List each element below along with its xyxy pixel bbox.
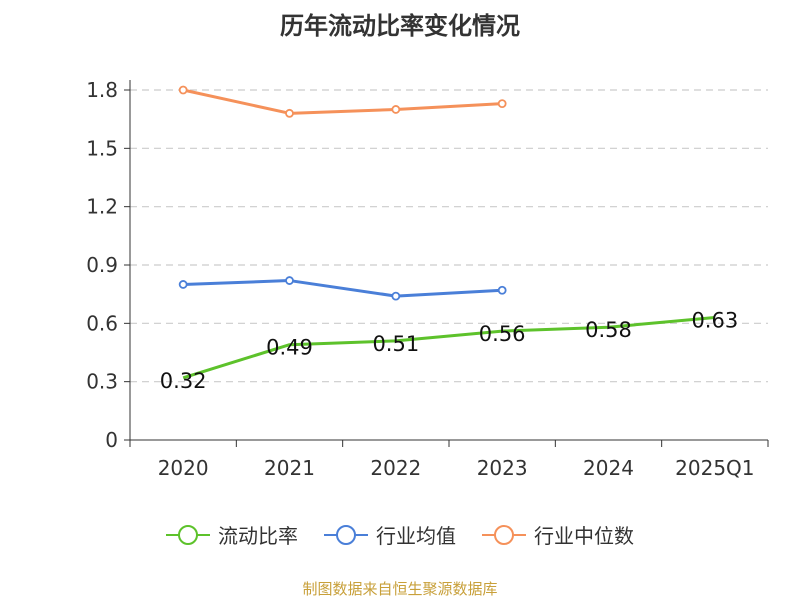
- legend-marker-industry-mean: [324, 524, 368, 545]
- legend-item-industry-median[interactable]: 行业中位数: [482, 520, 634, 549]
- legend-item-industry-mean[interactable]: 行业均值: [324, 520, 456, 549]
- legend-label-industry-median: 行业中位数: [534, 524, 634, 548]
- y-tick-label: 1.2: [86, 195, 118, 219]
- data-label: 0.49: [266, 336, 313, 360]
- legend-label-industry-mean: 行业均值: [376, 524, 456, 548]
- x-tick-label: 2024: [583, 456, 634, 480]
- y-tick-label: 0: [105, 428, 118, 452]
- x-tick-label: 2022: [370, 456, 421, 480]
- data-point: [178, 85, 188, 95]
- y-tick-label: 0.3: [86, 370, 118, 394]
- data-point: [391, 291, 401, 301]
- data-point: [178, 280, 188, 289]
- legend-marker-current-ratio: [166, 524, 210, 545]
- x-tick-label: 2020: [158, 456, 209, 480]
- data-label: 0.32: [160, 369, 207, 393]
- data-point: [391, 105, 401, 114]
- y-tick-label: 0.9: [86, 253, 118, 277]
- legend-marker-industry-median: [482, 524, 526, 545]
- data-point: [497, 285, 507, 295]
- x-tick-label: 2025Q1: [675, 456, 754, 480]
- data-point: [285, 276, 294, 285]
- series-line-0: [182, 316, 715, 380]
- y-tick-label: 0.6: [86, 311, 118, 335]
- x-tick-label: 2021: [264, 456, 315, 480]
- data-label: 0.58: [585, 318, 632, 342]
- data-label: 0.56: [479, 322, 526, 346]
- data-point: [285, 108, 294, 118]
- data-label: 0.51: [372, 332, 419, 356]
- legend-item-current-ratio[interactable]: 流动比率: [166, 520, 298, 549]
- data-label: 0.63: [691, 309, 738, 333]
- chart-title: 历年流动比率变化情况: [280, 12, 520, 40]
- y-tick-label: 1.5: [86, 136, 118, 160]
- series-line-1: [183, 279, 503, 298]
- legend: 流动比率 行业均值 行业中位数: [0, 520, 800, 549]
- legend-label-current-ratio: 流动比率: [218, 524, 298, 548]
- series-line-2: [182, 88, 503, 115]
- y-tick-label: 1.8: [86, 78, 118, 102]
- x-tick-label: 2023: [477, 456, 528, 480]
- source-note: 制图数据来自恒生聚源数据库: [302, 580, 498, 598]
- data-point: [497, 99, 507, 109]
